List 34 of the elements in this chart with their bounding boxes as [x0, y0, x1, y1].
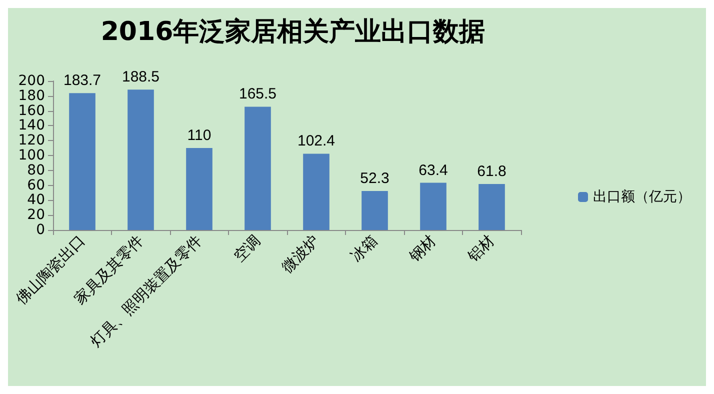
- y-tick-label: 160: [18, 102, 45, 119]
- data-label: 52.3: [360, 170, 390, 188]
- bar: [420, 182, 446, 230]
- y-tick-label: 140: [18, 118, 45, 134]
- bar: [128, 90, 154, 230]
- data-label: 110: [187, 127, 212, 144]
- y-tick-label: 0: [36, 222, 45, 238]
- data-label: 61.8: [477, 162, 506, 180]
- x-tick-label: 空调: [230, 232, 264, 266]
- x-tick-label: 铝材: [463, 232, 498, 266]
- y-tick-label: 100: [18, 148, 45, 164]
- y-tick-label: 120: [18, 132, 45, 149]
- legend-label: 出口额（亿元）: [593, 189, 691, 205]
- data-label: 183.7: [63, 72, 102, 90]
- x-tick-label: 微波炉: [278, 232, 323, 276]
- bar: [303, 154, 330, 230]
- bar: [244, 106, 271, 230]
- chart-title: 2016年泛家居相关产业出口数据: [100, 17, 486, 47]
- x-tick-label: 冰箱: [347, 232, 382, 266]
- y-tick-label: 180: [18, 88, 45, 104]
- y-tick-label: 60: [27, 177, 45, 194]
- bar: [478, 184, 505, 230]
- data-label: 102.4: [297, 132, 336, 150]
- y-tick-label: 200: [18, 73, 45, 89]
- y-tick-label: 20: [27, 207, 45, 224]
- bar: [186, 148, 212, 230]
- data-label: 165.5: [238, 86, 277, 103]
- bar: [362, 191, 388, 230]
- data-label: 63.4: [418, 162, 448, 179]
- y-tick-label: 40: [27, 192, 45, 208]
- bar: [69, 93, 96, 230]
- x-tick-label: 钢材: [404, 232, 440, 266]
- y-tick-label: 80: [27, 162, 45, 178]
- data-label: 188.5: [122, 68, 160, 86]
